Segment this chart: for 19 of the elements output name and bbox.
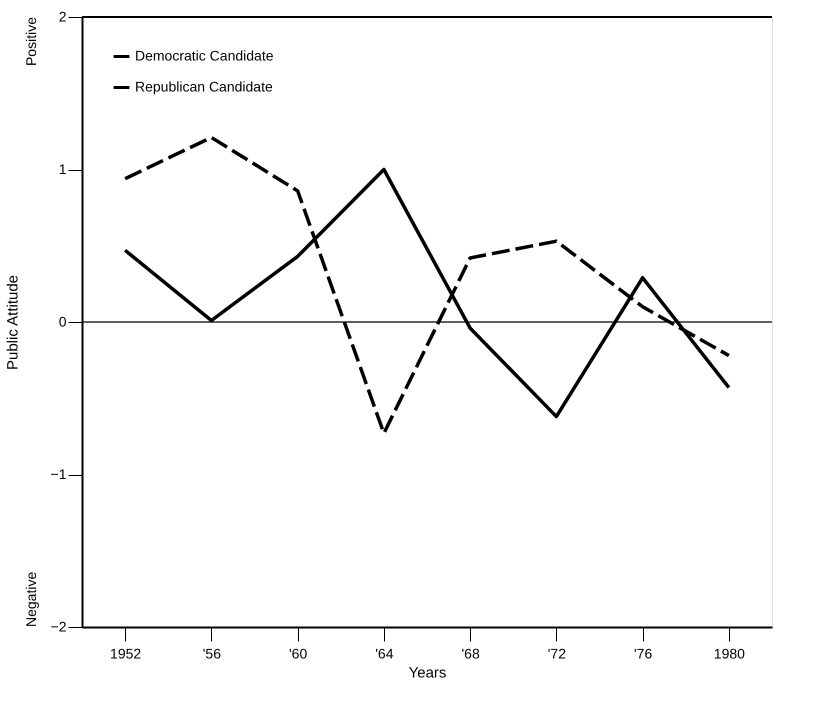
x-axis-title: Years <box>408 664 446 682</box>
legend-label: Democratic Candidate <box>135 48 274 64</box>
x-tick-label: '76 <box>634 646 652 662</box>
y-tick-label: 0 <box>58 314 67 330</box>
legend-label: Republican Candidate <box>135 78 273 94</box>
y-axis-title: Public Attitude <box>4 274 22 370</box>
x-tick-label: '68 <box>462 646 480 662</box>
x-tick-label: '64 <box>375 646 394 662</box>
x-tick-label: 1980 <box>714 646 746 662</box>
y-tick-label: −1 <box>50 466 67 482</box>
text: Positive <box>23 16 39 66</box>
x-tick-label: '56 <box>202 646 222 662</box>
text: Negative <box>23 572 39 627</box>
y-tick-label: 2 <box>58 8 67 24</box>
y-tick-label: −2 <box>50 618 67 634</box>
y-tick-label: 1 <box>58 161 67 177</box>
x-tick-label: '60 <box>289 646 308 662</box>
x-tick-label: '72 <box>548 646 566 662</box>
x-tick-label: 1952 <box>110 646 142 662</box>
